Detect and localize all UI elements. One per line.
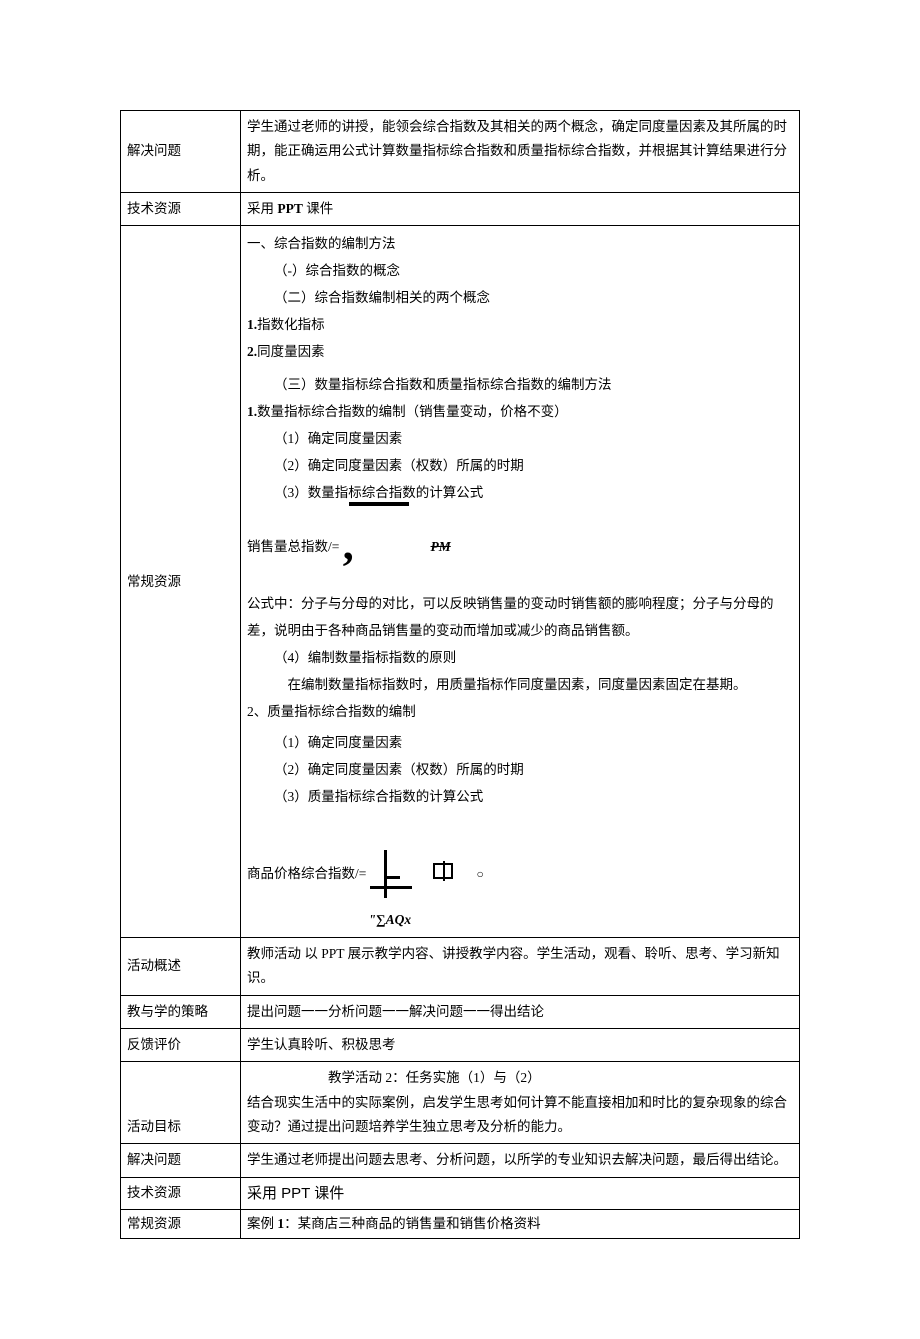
label-feedback: 反馈评价 (121, 1029, 241, 1062)
outline-l7-num: 1. (247, 404, 257, 419)
outline-l4-text: 指数化指标 (257, 317, 325, 332)
formula-fragment-1: , (343, 516, 354, 580)
row-activity-goal: 活动目标 教学活动 2：任务实施（1）与（2） 结合现实生活中的实际案例，启发学… (121, 1062, 800, 1144)
label-regular-res-1: 常规资源 (121, 226, 241, 938)
text-ppt: PPT (277, 201, 303, 216)
outline-l16: （1）确定同度量因素 (247, 729, 793, 756)
content-teaching-strategy: 提出问题一一分析问题一一解决问题一一得出结论 (241, 995, 800, 1028)
outline-l6: （三）数量指标综合指数和质量指标综合指数的编制方法 (247, 371, 793, 398)
activity-2-title: 教学活动 2：任务实施（1）与（2） (247, 1066, 793, 1090)
content-tech-res-2: 采用 PPT 课件 (241, 1177, 800, 1209)
content-activity-overview: 教师活动 以 PPT 展示教学内容、讲授教学内容。学生活动，观看、聆听、思考、学… (241, 938, 800, 996)
formula-fragment-2 (370, 850, 430, 900)
content-solve-problem-2: 学生通过老师提出问题去思考、分析问题，以所学的专业知识去解决问题，最后得出结论。 (241, 1144, 800, 1177)
outline-l15: 2、质量指标综合指数的编制 (247, 698, 793, 725)
formula-price-index: 商品价格综合指数/= ○ (247, 850, 793, 900)
outline-l5-num: 2. (247, 344, 257, 359)
case-suffix: ：某商店三种商品的销售量和销售价格资料 (284, 1216, 541, 1231)
outline-l17: （2）确定同度量因素（权数）所属的时期 (247, 756, 793, 783)
outline-l8: （1）确定同度量因素 (247, 425, 793, 452)
outline-l4-num: 1. (247, 317, 257, 332)
outline-l20: "∑AQx (247, 906, 793, 933)
label-regular-res-2: 常规资源 (121, 1209, 241, 1238)
label-solve-problem-1: 解决问题 (121, 111, 241, 193)
formula-sales-label: 销售量总指数/= (247, 539, 339, 554)
row-activity-overview: 活动概述 教师活动 以 PPT 展示教学内容、讲授教学内容。学生活动，观看、聆听… (121, 938, 800, 996)
content-feedback: 学生认真聆听、积极思考 (241, 1029, 800, 1062)
text-prefix-2: 采用 (247, 1185, 281, 1202)
text-ppt-2: PPT (281, 1185, 310, 1202)
text-suffix-2: 课件 (310, 1185, 344, 1202)
label-tech-res-1: 技术资源 (121, 192, 241, 225)
formula-price-label: 商品价格综合指数/= (247, 866, 366, 881)
outline-l5: 2.同度量因素 (247, 338, 793, 365)
row-feedback: 反馈评价 学生认真聆听、积极思考 (121, 1029, 800, 1062)
outline-l12: 公式中：分子与分母的对比，可以反映销售量的变动时销售额的膨响程度；分子与分母的差… (247, 590, 793, 644)
activity-goal-text: 结合现实生活中的实际案例，启发学生思考如何计算不能直接相加和时比的复杂现象的综合… (247, 1091, 793, 1140)
label-solve-problem-2: 解决问题 (121, 1144, 241, 1177)
outline-l3: （二）综合指数编制相关的两个概念 (247, 284, 793, 311)
outline-l7: 1.数量指标综合指数的编制（销售量变动，价格不变） (247, 398, 793, 425)
row-regular-res-1: 常规资源 一、综合指数的编制方法 （-）综合指数的概念 （二）综合指数编制相关的… (121, 226, 800, 938)
row-tech-res-1: 技术资源 采用 PPT 课件 (121, 192, 800, 225)
outline-l13: （4）编制数量指标指数的原则 (247, 644, 793, 671)
content-regular-res-2: 案例 1：某商店三种商品的销售量和销售价格资料 (241, 1209, 800, 1238)
row-teaching-strategy: 教与学的策略 提出问题一一分析问题一一解决问题一一得出结论 (121, 995, 800, 1028)
outline-l2: （-）综合指数的概念 (247, 257, 793, 284)
outline-l14: 在编制数量指标指数时，用质量指标作同度量因素，同度量因素固定在基期。 (247, 671, 793, 698)
content-solve-problem-1: 学生通过老师的讲授，能领会综合指数及其相关的两个概念，确定同度量因素及其所属的时… (241, 111, 800, 193)
text-prefix: 采用 (247, 201, 277, 216)
outline-l7-text: 数量指标综合指数的编制（销售量变动，价格不变） (257, 404, 568, 419)
row-solve-problem-2: 解决问题 学生通过老师提出问题去思考、分析问题，以所学的专业知识去解决问题，最后… (121, 1144, 800, 1177)
lesson-plan-table: 解决问题 学生通过老师的讲授，能领会综合指数及其相关的两个概念，确定同度量因素及… (120, 110, 800, 1239)
content-activity-goal: 教学活动 2：任务实施（1）与（2） 结合现实生活中的实际案例，启发学生思考如何… (241, 1062, 800, 1144)
label-activity-goal: 活动目标 (121, 1062, 241, 1144)
content-tech-res-1: 采用 PPT 课件 (241, 192, 800, 225)
formula-sum-text: "∑AQx (369, 912, 412, 927)
case-prefix: 案例 (247, 1216, 277, 1231)
label-teaching-strategy: 教与学的策略 (121, 995, 241, 1028)
content-regular-res-1: 一、综合指数的编制方法 （-）综合指数的概念 （二）综合指数编制相关的两个概念 … (241, 226, 800, 938)
outline-l18: （3）质量指标综合指数的计算公式 (247, 783, 793, 810)
outline-l4: 1.指数化指标 (247, 311, 793, 338)
formula-fragment-3 (433, 863, 473, 887)
outline-l1: 一、综合指数的编制方法 (247, 230, 793, 257)
label-tech-res-2: 技术资源 (121, 1177, 241, 1209)
formula-circle: ○ (477, 867, 484, 881)
row-tech-res-2: 技术资源 采用 PPT 课件 (121, 1177, 800, 1209)
outline-l9: （2）确定同度量因素（权数）所属的时期 (247, 452, 793, 479)
formula-sales-index: 销售量总指数/= , PM (247, 516, 793, 580)
outline-l10: （3）数量指标综合指数的计算公式 (247, 479, 793, 506)
label-activity-overview: 活动概述 (121, 938, 241, 996)
outline-l5-text: 同度量因素 (257, 344, 325, 359)
row-solve-problem-1: 解决问题 学生通过老师的讲授，能领会综合指数及其相关的两个概念，确定同度量因素及… (121, 111, 800, 193)
row-regular-res-2: 常规资源 案例 1：某商店三种商品的销售量和销售价格资料 (121, 1209, 800, 1238)
text-suffix: 课件 (303, 201, 333, 216)
formula-pm: PM (431, 539, 451, 554)
